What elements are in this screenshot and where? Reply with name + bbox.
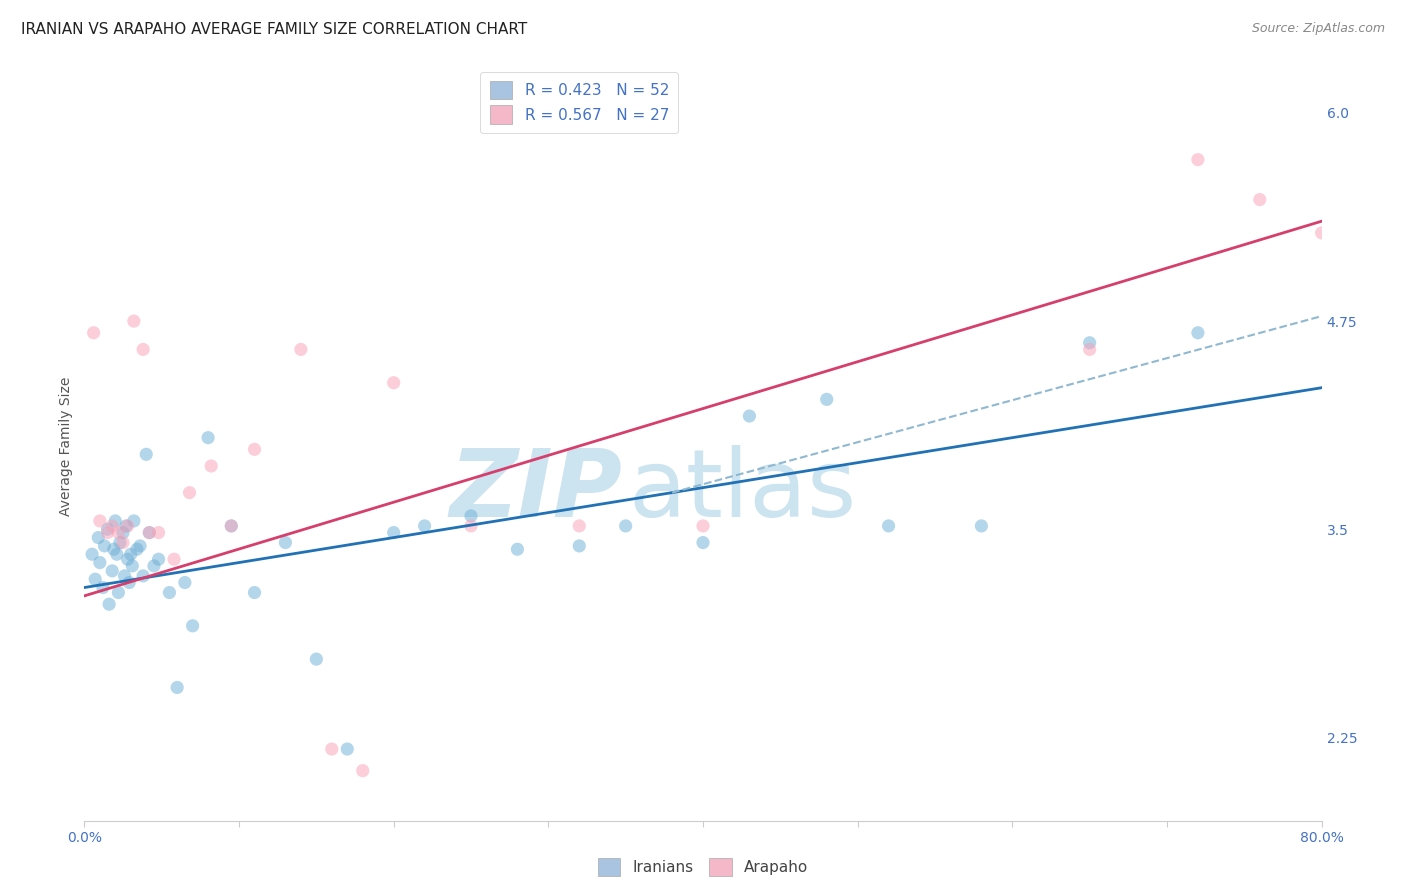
Legend: R = 0.423   N = 52, R = 0.567   N = 27: R = 0.423 N = 52, R = 0.567 N = 27 (481, 71, 678, 133)
Point (121, 558, 143, 573)
Point (96, 522, 118, 536)
Point (112, 535, 135, 549)
Point (197, 431, 219, 445)
Point (148, 525, 170, 540)
Point (568, 539, 591, 553)
Point (614, 519, 637, 533)
Point (93, 539, 115, 553)
Point (117, 552, 139, 566)
Point (83, 326, 105, 340)
Point (290, 343, 312, 357)
Point (138, 525, 160, 540)
Point (274, 535, 297, 549)
Point (970, 519, 993, 533)
Point (89, 556, 111, 570)
Point (104, 514, 127, 528)
Point (1249, 193, 1271, 207)
Point (132, 569, 155, 583)
Point (148, 552, 170, 566)
Point (174, 575, 197, 590)
Point (219, 519, 242, 533)
Point (352, 764, 374, 778)
Point (125, 542, 148, 557)
Point (159, 585, 180, 599)
Point (877, 519, 900, 533)
Point (108, 535, 131, 549)
Point (460, 508, 482, 523)
Point (181, 619, 204, 633)
Point (413, 519, 436, 533)
Point (118, 575, 141, 590)
Point (135, 447, 157, 461)
Point (120, 547, 142, 561)
Point (84, 572, 107, 586)
Point (96, 525, 118, 540)
Point (91, 581, 114, 595)
Point (506, 542, 529, 557)
Point (122, 314, 145, 328)
Point (305, 652, 328, 666)
Point (101, 519, 124, 533)
Point (200, 458, 222, 473)
Point (143, 558, 166, 573)
Point (321, 742, 343, 756)
Point (87, 531, 110, 545)
Point (336, 742, 359, 756)
Point (117, 519, 139, 533)
Text: Source: ZipAtlas.com: Source: ZipAtlas.com (1251, 22, 1385, 36)
Point (692, 535, 714, 549)
Point (1078, 343, 1101, 357)
Point (738, 409, 761, 423)
Point (114, 569, 136, 583)
Point (105, 547, 128, 561)
Point (103, 542, 125, 557)
Point (112, 525, 135, 540)
Point (115, 519, 138, 533)
Point (107, 585, 129, 599)
Y-axis label: Average Family Size: Average Family Size (59, 376, 73, 516)
Point (219, 519, 242, 533)
Point (98, 597, 121, 611)
Point (138, 525, 160, 540)
Point (815, 392, 838, 407)
Point (122, 514, 145, 528)
Point (101, 564, 124, 578)
Point (382, 376, 405, 390)
Point (129, 539, 152, 553)
Point (179, 485, 201, 500)
Point (107, 525, 129, 540)
Text: atlas: atlas (628, 445, 858, 537)
Point (568, 519, 591, 533)
Legend: Iranians, Arapaho: Iranians, Arapaho (592, 852, 814, 882)
Point (163, 552, 186, 566)
Text: ZIP: ZIP (450, 445, 623, 537)
Point (82, 547, 104, 561)
Point (1187, 326, 1209, 340)
Point (1078, 335, 1101, 350)
Text: IRANIAN VS ARAPAHO AVERAGE FAMILY SIZE CORRELATION CHART: IRANIAN VS ARAPAHO AVERAGE FAMILY SIZE C… (21, 22, 527, 37)
Point (166, 681, 188, 695)
Point (382, 525, 405, 540)
Point (132, 343, 155, 357)
Point (243, 585, 266, 599)
Point (89, 514, 111, 528)
Point (692, 519, 714, 533)
Point (1310, 226, 1333, 240)
Point (460, 519, 482, 533)
Point (243, 442, 266, 457)
Point (1187, 153, 1209, 167)
